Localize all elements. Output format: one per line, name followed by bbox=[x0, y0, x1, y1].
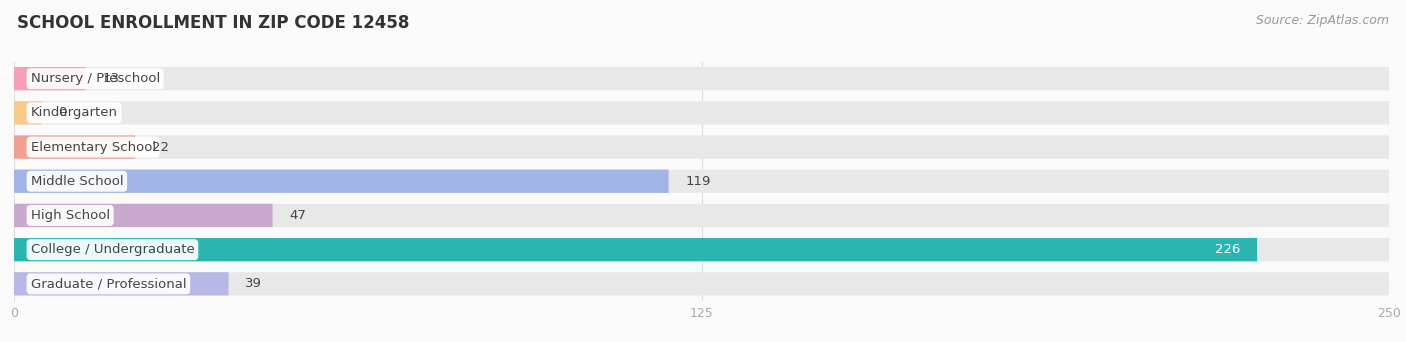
Text: Nursery / Preschool: Nursery / Preschool bbox=[31, 72, 160, 85]
Text: High School: High School bbox=[31, 209, 110, 222]
FancyBboxPatch shape bbox=[14, 135, 135, 159]
Text: College / Undergraduate: College / Undergraduate bbox=[31, 243, 194, 256]
Text: SCHOOL ENROLLMENT IN ZIP CODE 12458: SCHOOL ENROLLMENT IN ZIP CODE 12458 bbox=[17, 14, 409, 32]
FancyBboxPatch shape bbox=[14, 272, 229, 295]
Text: 226: 226 bbox=[1215, 243, 1240, 256]
Text: 119: 119 bbox=[685, 175, 710, 188]
FancyBboxPatch shape bbox=[14, 67, 86, 90]
Text: 0: 0 bbox=[58, 106, 66, 119]
FancyBboxPatch shape bbox=[14, 170, 669, 193]
FancyBboxPatch shape bbox=[14, 135, 1389, 159]
Text: Elementary School: Elementary School bbox=[31, 141, 156, 154]
FancyBboxPatch shape bbox=[14, 204, 1389, 227]
FancyBboxPatch shape bbox=[14, 238, 1389, 261]
Text: 22: 22 bbox=[152, 141, 169, 154]
FancyBboxPatch shape bbox=[14, 238, 1257, 261]
Text: Kindergarten: Kindergarten bbox=[31, 106, 118, 119]
FancyBboxPatch shape bbox=[14, 101, 42, 124]
Text: Middle School: Middle School bbox=[31, 175, 124, 188]
Text: 13: 13 bbox=[103, 72, 120, 85]
FancyBboxPatch shape bbox=[14, 170, 1389, 193]
FancyBboxPatch shape bbox=[14, 101, 1389, 124]
FancyBboxPatch shape bbox=[14, 204, 273, 227]
Text: 39: 39 bbox=[245, 277, 262, 290]
FancyBboxPatch shape bbox=[14, 67, 1389, 90]
Text: 47: 47 bbox=[290, 209, 307, 222]
Text: Graduate / Professional: Graduate / Professional bbox=[31, 277, 186, 290]
Text: Source: ZipAtlas.com: Source: ZipAtlas.com bbox=[1256, 14, 1389, 27]
FancyBboxPatch shape bbox=[14, 272, 1389, 295]
